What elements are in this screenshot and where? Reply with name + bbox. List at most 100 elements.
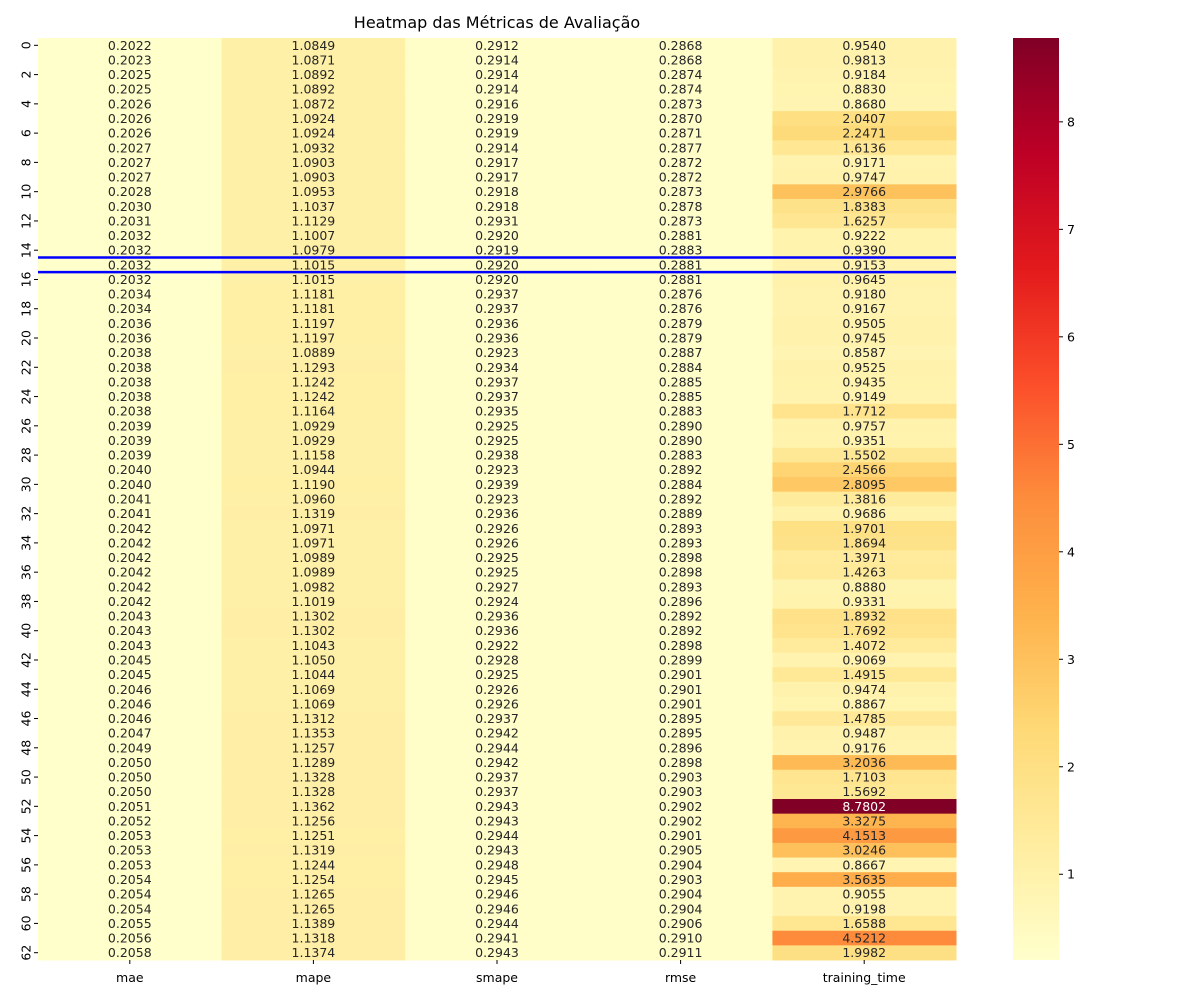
cell-value-label: 0.2895 [659, 711, 703, 726]
cell-value-label: 1.0971 [292, 521, 336, 536]
heatmap-cell [772, 608, 957, 624]
cell-value-label: 1.0924 [292, 126, 336, 141]
heatmap-cell [588, 433, 773, 449]
cell-value-label: 0.9645 [842, 272, 886, 287]
cell-value-label: 0.2924 [475, 594, 519, 609]
heatmap-cell [588, 594, 773, 610]
cell-value-label: 1.1244 [292, 857, 336, 872]
heatmap-cell [588, 228, 773, 244]
cell-value-label: 0.2937 [475, 374, 519, 389]
heatmap-cell [405, 257, 590, 273]
cell-value-label: 1.0892 [292, 67, 336, 82]
heatmap-cell [221, 638, 406, 654]
heatmap-cell [38, 857, 223, 873]
heatmap-cell [772, 623, 957, 639]
cell-value-label: 1.1362 [292, 799, 336, 814]
heatmap-cell [38, 681, 223, 698]
cell-value-label: 0.2943 [475, 799, 519, 814]
heatmap-cell [772, 447, 957, 463]
heatmap-cell [405, 403, 590, 420]
colorbar-tick-label: 6 [1067, 329, 1075, 344]
heatmap-cell [588, 623, 773, 639]
heatmap-cell [405, 711, 590, 727]
heatmap-cell [38, 374, 223, 390]
cell-value-label: 0.2928 [475, 652, 519, 667]
cell-value-label: 1.1044 [292, 667, 336, 682]
heatmap-cell [405, 696, 590, 712]
cell-value-label: 1.1037 [292, 199, 336, 214]
cell-value-label: 0.2892 [659, 492, 703, 507]
heatmap-cell [38, 213, 223, 229]
heatmap-cell [772, 945, 957, 961]
cell-value-label: 0.2045 [108, 667, 152, 682]
heatmap-cell [405, 799, 590, 815]
heatmap-cell [405, 755, 590, 771]
heatmap-cell [221, 169, 406, 185]
heatmap-cell [405, 198, 590, 215]
cell-value-label: 0.2038 [108, 374, 152, 389]
heatmap-cell [588, 916, 773, 932]
cell-value-label: 3.5635 [842, 872, 886, 887]
cell-value-label: 0.2032 [108, 243, 152, 258]
cell-value-label: 8.7802 [842, 799, 886, 814]
cell-value-label: 0.2901 [659, 696, 703, 711]
cell-value-label: 0.2030 [108, 199, 152, 214]
cell-value-label: 0.2025 [108, 82, 152, 97]
cell-value-label: 0.2919 [475, 243, 519, 258]
heatmap-cell [221, 623, 406, 639]
cell-value-label: 0.2902 [659, 813, 703, 828]
heatmap-cell [221, 769, 406, 785]
heatmap-cell [405, 477, 590, 493]
heatmap-cell [405, 389, 590, 405]
cell-value-label: 0.9813 [842, 52, 886, 67]
cell-value-label: 0.2918 [475, 184, 519, 199]
cell-value-label: 1.0979 [292, 243, 336, 258]
cell-value-label: 0.2047 [108, 726, 152, 741]
cell-value-label: 0.2026 [108, 111, 152, 126]
cell-value-label: 0.2054 [108, 887, 152, 902]
cell-value-label: 0.2045 [108, 652, 152, 667]
cell-value-label: 0.2872 [659, 155, 703, 170]
cell-value-label: 0.2885 [659, 389, 703, 404]
heatmap-cell [588, 872, 773, 888]
y-tick-label: 0 [19, 41, 34, 49]
cell-value-label: 0.2885 [659, 374, 703, 389]
cell-value-label: 2.0407 [842, 111, 886, 126]
cell-value-label: 0.9390 [842, 243, 886, 258]
y-tick-label: 50 [19, 769, 34, 785]
cell-value-label: 0.2904 [659, 901, 703, 916]
heatmap-cell [405, 96, 590, 112]
cell-value-label: 0.2041 [108, 506, 152, 521]
cell-value-label: 0.2923 [475, 345, 519, 360]
heatmap-cell [221, 916, 406, 932]
x-axis-ticks: mae mape smape rmse training_time [116, 960, 906, 985]
heatmap-cell [221, 799, 406, 815]
cell-value-label: 0.2903 [659, 770, 703, 785]
heatmap-cell [405, 945, 590, 961]
cell-value-label: 0.8830 [842, 82, 886, 97]
heatmap-cell [221, 213, 406, 229]
heatmap-cell [38, 652, 223, 668]
heatmap-cell [405, 447, 590, 463]
cell-value-label: 0.2873 [659, 96, 703, 111]
cell-value-label: 1.1181 [292, 287, 336, 302]
heatmap-cell [588, 257, 773, 273]
heatmap-cell [588, 198, 773, 215]
heatmap-cell [221, 155, 406, 171]
heatmap-cell [772, 403, 957, 420]
heatmap-cell [38, 799, 223, 815]
heatmap-cell [588, 169, 773, 185]
cell-value-label: 0.8667 [842, 857, 886, 872]
heatmap-cell [772, 769, 957, 785]
y-tick-label: 54 [19, 828, 34, 844]
heatmap-cell [221, 520, 406, 537]
cell-value-label: 0.2051 [108, 799, 152, 814]
cell-value-label: 0.2868 [659, 38, 703, 53]
cell-value-label: 1.1069 [292, 682, 336, 697]
heatmap-cell [405, 345, 590, 361]
heatmap-cell [221, 257, 406, 273]
heatmap-cell [405, 125, 590, 141]
heatmap-cell [772, 667, 957, 683]
cell-value-label: 1.9701 [842, 521, 886, 536]
heatmap-cell [38, 579, 223, 595]
